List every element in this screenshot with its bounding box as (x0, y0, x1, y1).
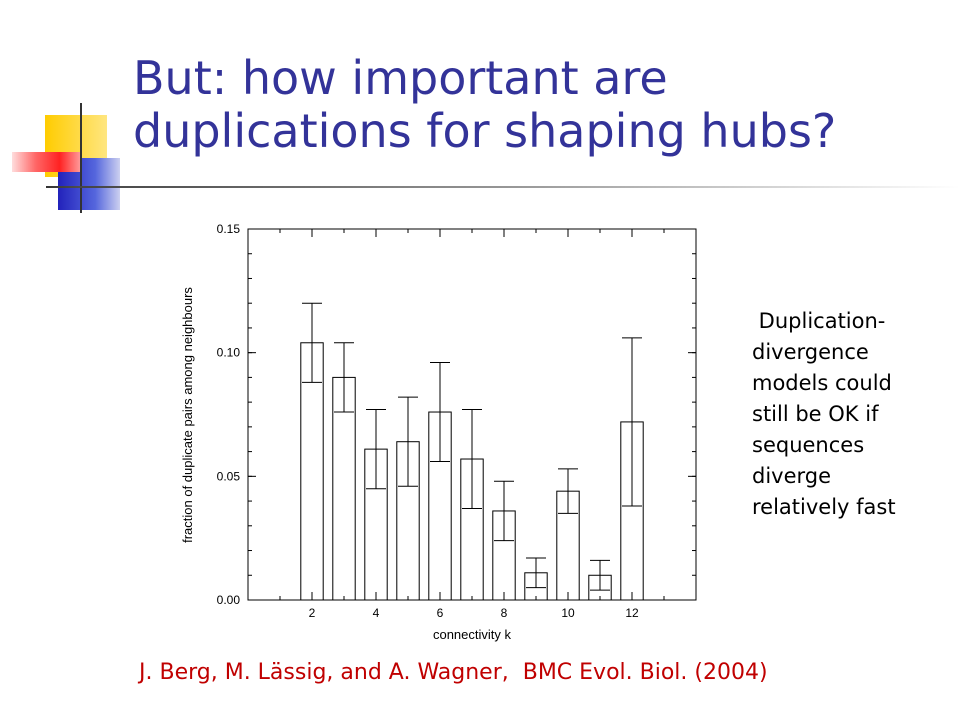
slide-decoration (12, 103, 130, 213)
x-tick-label: 10 (561, 606, 575, 620)
x-tick-label: 12 (625, 606, 639, 620)
side-note-line: sequences (752, 433, 865, 457)
side-note-line: still be OK if (752, 402, 879, 426)
title-underline (80, 186, 960, 188)
side-note: Duplication- divergence models could sti… (752, 306, 942, 523)
x-tick-label: 2 (309, 606, 316, 620)
deco-vertical-line (80, 103, 82, 213)
y-tick-label: 0.10 (217, 346, 241, 360)
slide-title: But: how important are duplications for … (133, 52, 953, 158)
x-tick-label: 8 (501, 606, 508, 620)
y-tick-label: 0.00 (217, 593, 241, 607)
slide-title-line-2: duplications for shaping hubs? (133, 104, 837, 158)
slide-title-line-1: But: how important are (133, 51, 668, 105)
side-note-line: diverge (752, 464, 832, 488)
y-tick-label: 0.15 (217, 222, 241, 236)
bar-chart: 0.000.050.100.152 4 6 8 10 12 connectivity k … (180, 222, 697, 642)
side-note-line: models could (752, 371, 892, 395)
y-axis-label: fraction of duplicate pairs among neighb… (180, 287, 195, 543)
deco-red-bar (12, 152, 80, 172)
y-tick-label: 0.05 (217, 469, 241, 483)
x-axis-label: connectivity k (433, 627, 512, 642)
side-note-line: relatively fast (752, 495, 896, 519)
x-tick-label: 4 (373, 606, 380, 620)
x-tick-label: 6 (437, 606, 444, 620)
side-note-line: divergence (752, 340, 869, 364)
side-note-line: Duplication- (752, 309, 886, 333)
citation: J. Berg, M. Lässig, and A. Wagner, BMC E… (139, 660, 768, 685)
